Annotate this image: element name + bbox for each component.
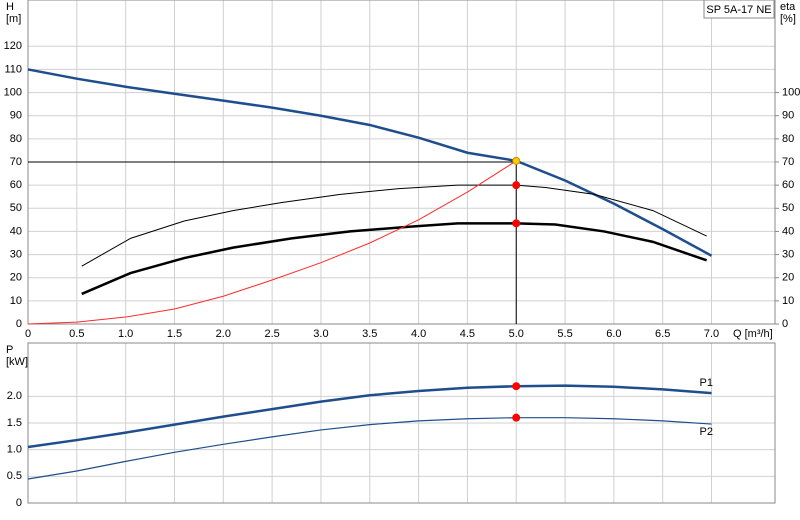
y2-tick-label: 10 — [782, 295, 794, 307]
x-tick-label: 3.0 — [313, 328, 328, 340]
y2-tick-label: 70 — [782, 156, 794, 168]
y-tick-label: 80 — [10, 133, 22, 145]
y-axis-unit: [kW] — [6, 356, 28, 368]
curve — [27, 384, 712, 449]
x-tick-label: 4.5 — [460, 328, 475, 340]
y-tick-label: 50 — [10, 202, 22, 214]
operating-point — [512, 382, 521, 391]
y-tick-label: 0.5 — [7, 470, 22, 482]
y2-tick-label: 50 — [782, 202, 794, 214]
y-tick-label: 0 — [16, 318, 22, 330]
x-tick-label: 3.5 — [362, 328, 377, 340]
series-label: P2 — [700, 426, 713, 438]
y-tick-label: 90 — [10, 110, 22, 122]
series-label: P1 — [700, 377, 713, 389]
y-tick-label: 70 — [10, 156, 22, 168]
x-tick-label: 5.0 — [509, 328, 524, 340]
x-tick-label: 0 — [25, 328, 31, 340]
y-tick-label: 1.0 — [7, 444, 22, 456]
y-tick-label: 100 — [4, 86, 22, 98]
y-tick-label: 120 — [4, 40, 22, 52]
x-tick-label: 1.0 — [118, 328, 133, 340]
plot-frame — [27, 342, 776, 504]
x-tick-label: 4.0 — [411, 328, 426, 340]
y-tick-label: 20 — [10, 272, 22, 284]
curve — [27, 417, 712, 480]
operating-point — [512, 181, 521, 190]
title-box — [703, 0, 775, 19]
y-tick-label: 110 — [4, 63, 22, 75]
y-tick-label: 2.0 — [7, 390, 22, 402]
y2-axis-label: eta — [780, 1, 796, 13]
y-tick-label: 0 — [16, 497, 22, 509]
x-tick-label: 0.5 — [69, 328, 84, 340]
x-tick-label: 5.5 — [557, 328, 572, 340]
y2-tick-label: 100 — [782, 86, 800, 98]
x-tick-label: 6.5 — [655, 328, 670, 340]
y2-tick-label: 80 — [782, 133, 794, 145]
y-tick-label: 30 — [10, 248, 22, 260]
curve — [81, 222, 708, 296]
y-axis-unit: [m] — [6, 13, 21, 25]
y-tick-label: 40 — [10, 225, 22, 237]
operating-point — [512, 156, 521, 165]
chart-title: SP 5A-17 NE — [706, 4, 771, 16]
curve — [81, 184, 707, 267]
y2-axis-unit: [%] — [780, 13, 796, 25]
y2-tick-label: 30 — [782, 248, 794, 260]
operating-point — [512, 219, 521, 228]
y2-tick-label: 20 — [782, 272, 794, 284]
y-tick-label: 10 — [10, 295, 22, 307]
x-tick-label: 2.5 — [264, 328, 279, 340]
operating-point — [512, 413, 521, 422]
x-tick-label: 7.0 — [704, 328, 719, 340]
y2-tick-label: 90 — [782, 110, 794, 122]
curve — [27, 68, 713, 257]
x-tick-label: 1.5 — [167, 328, 182, 340]
y2-tick-label: 0 — [782, 318, 788, 330]
x-tick-label: 2.0 — [216, 328, 231, 340]
y2-tick-label: 60 — [782, 179, 794, 191]
x-tick-label: 6.0 — [606, 328, 621, 340]
x-axis-label: Q [m³/h] — [733, 328, 773, 340]
y-tick-label: 60 — [10, 179, 22, 191]
curve — [27, 160, 517, 325]
y2-tick-label: 40 — [782, 225, 794, 237]
y-tick-label: 1.5 — [7, 417, 22, 429]
y-axis-label: P — [6, 344, 13, 356]
y-axis-label: H — [6, 1, 14, 13]
